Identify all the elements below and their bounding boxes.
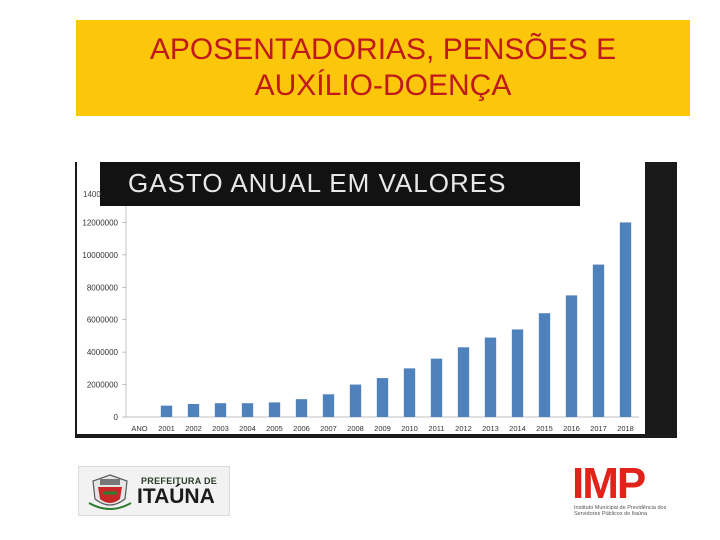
x-tick-label: 2008	[347, 424, 364, 433]
bar	[187, 404, 200, 417]
title-banner: APOSENTADORIAS, PENSÕES E AUXÍLIO-DOENÇA	[76, 20, 690, 116]
chart-frame-bottom	[75, 434, 677, 438]
y-tick-label: 0	[114, 413, 119, 422]
x-tick-label: 2013	[482, 424, 499, 433]
x-tick-label: 2007	[320, 424, 337, 433]
bar	[403, 368, 416, 417]
x-tick-label: 2015	[536, 424, 553, 433]
x-tick-label: 2005	[266, 424, 283, 433]
bar	[565, 295, 578, 417]
chart-area: 0 2000000 4000000 6000000 8000000 10000000 120…	[75, 162, 677, 438]
x-tick-label: 2011	[428, 424, 444, 433]
bar	[322, 394, 335, 417]
x-tick-label: 2002	[185, 424, 202, 433]
chart-title-bar: GASTO ANUAL EM VALORES	[100, 162, 580, 206]
bar	[457, 347, 470, 417]
bar	[214, 403, 227, 417]
bar	[484, 337, 497, 417]
chart-title: GASTO ANUAL EM VALORES	[128, 168, 507, 198]
bar	[295, 399, 308, 417]
x-tick-label: 2009	[374, 424, 391, 433]
x-tick-label: 2006	[293, 424, 310, 433]
y-tick-label: 6000000	[87, 316, 119, 325]
imp-logo: IMP Instituto Municipal de Previdência d…	[570, 462, 680, 522]
bar	[592, 264, 605, 417]
x-tick-label: 2012	[455, 424, 472, 433]
bar	[241, 403, 254, 417]
prefeitura-line2: ITAÚNA	[137, 485, 215, 508]
x-tick-label: 2001	[158, 424, 175, 433]
bar	[376, 378, 389, 417]
prefeitura-line1: PREFEITURA DE	[141, 476, 218, 486]
bar	[430, 358, 443, 417]
y-tick-label: 10000000	[82, 251, 118, 260]
imp-logo-caption: Instituto Municipal de Previdência dos S…	[574, 505, 667, 517]
prefeitura-logo: PREFEITURA DE ITAÚNA	[78, 466, 230, 516]
x-tick-label: 2016	[563, 424, 580, 433]
x-tick-label: 2018	[617, 424, 634, 433]
city-crest-icon	[88, 474, 132, 510]
y-tick-label: 2000000	[87, 381, 119, 390]
y-tick-label: 12000000	[82, 218, 118, 227]
bar	[511, 329, 524, 417]
chart-frame-left	[75, 162, 77, 438]
slide-title: APOSENTADORIAS, PENSÕES E AUXÍLIO-DOENÇA	[149, 33, 617, 102]
bar	[619, 222, 632, 417]
y-tick-label: 8000000	[87, 283, 119, 292]
bar	[268, 402, 281, 417]
y-tick-label: 4000000	[87, 348, 119, 357]
x-tick-label: 2010	[401, 424, 418, 433]
bar	[538, 313, 551, 417]
x-tick-label: 2004	[239, 424, 256, 433]
bar-chart: 0 2000000 4000000 6000000 8000000 10000000 120…	[75, 162, 677, 438]
bar	[160, 405, 173, 417]
x-tick-label: 2014	[509, 424, 526, 433]
imp-logo-word: IMP	[572, 459, 646, 508]
x-tick-label: 2003	[212, 424, 229, 433]
x-axis-label: ANO	[131, 424, 147, 433]
x-tick-label: 2017	[590, 424, 607, 433]
chart-frame-right	[645, 162, 677, 438]
stray-axis-label: 1400	[83, 190, 101, 199]
bar	[349, 384, 362, 417]
